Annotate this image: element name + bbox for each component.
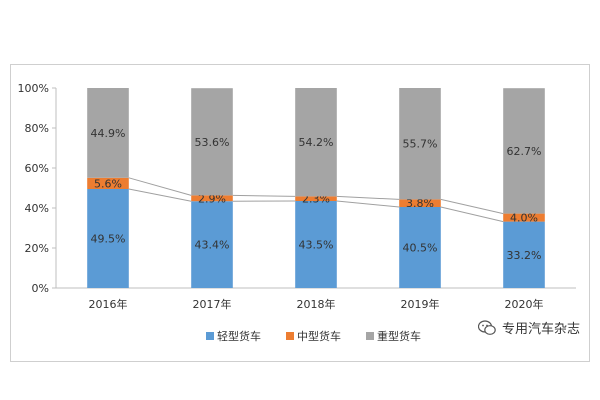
legend-swatch xyxy=(286,332,294,340)
x-tick-label: 2018年 xyxy=(297,297,336,311)
data-label: 54.2% xyxy=(299,136,334,149)
y-tick-label: 0% xyxy=(32,282,49,295)
y-tick-label: 40% xyxy=(25,202,49,215)
series-line xyxy=(337,196,399,199)
data-label: 55.7% xyxy=(403,138,438,151)
series-line xyxy=(337,201,399,207)
series-line xyxy=(441,207,503,222)
series-line xyxy=(441,199,503,213)
y-tick-label: 20% xyxy=(25,242,49,255)
series-line xyxy=(129,189,191,201)
legend-label: 中型货车 xyxy=(297,329,341,343)
x-tick-label: 2016年 xyxy=(89,297,128,311)
series-line xyxy=(233,195,295,196)
wechat-icon xyxy=(478,320,496,336)
y-tick-label: 60% xyxy=(25,162,49,175)
legend-swatch xyxy=(206,332,214,340)
watermark-text: 专用汽车杂志 xyxy=(502,318,580,337)
series-line xyxy=(129,178,191,196)
data-label: 43.4% xyxy=(195,239,230,252)
data-label: 43.5% xyxy=(299,239,334,252)
x-tick-label: 2017年 xyxy=(193,297,232,311)
x-tick-label: 2019年 xyxy=(401,297,440,311)
y-tick-label: 80% xyxy=(25,122,49,135)
data-label: 49.5% xyxy=(91,233,126,246)
legend-swatch xyxy=(366,332,374,340)
data-label: 53.6% xyxy=(195,136,230,149)
data-label: 5.6% xyxy=(94,177,122,190)
data-label: 62.7% xyxy=(507,145,542,158)
watermark: 专用汽车杂志 xyxy=(478,318,580,337)
data-label: 33.2% xyxy=(507,249,542,262)
stacked-bar-chart: 0% 20% 40% 60% 80% 100% 49.5% 5.6% 44.9% 2016年 43.… xyxy=(11,65,589,361)
x-tick-label: 2020年 xyxy=(505,297,544,311)
data-label: 40.5% xyxy=(403,242,438,255)
legend-label: 重型货车 xyxy=(377,329,421,343)
data-label: 44.9% xyxy=(91,127,126,140)
legend-label: 轻型货车 xyxy=(217,329,261,343)
y-tick-label: 100% xyxy=(18,82,49,95)
